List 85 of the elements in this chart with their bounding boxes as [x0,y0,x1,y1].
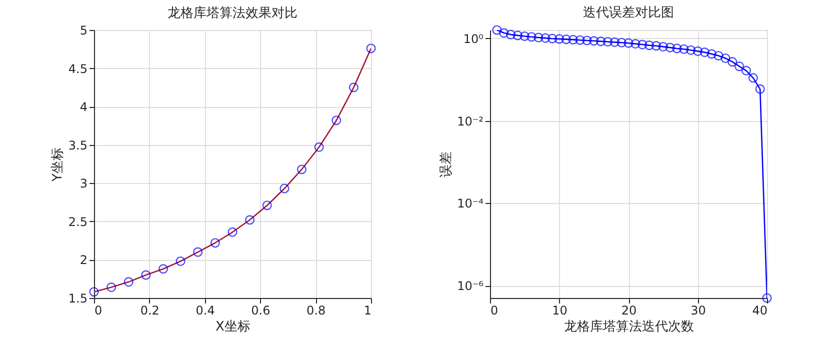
y-tick-label: 4 [80,100,88,114]
y-axis-title: Y坐标 [50,148,66,182]
chart-title: 迭代误差对比图 [583,5,674,20]
y-tick-label: 4.5 [68,62,88,76]
y-tick-label: 1.5 [68,292,88,306]
point [748,73,758,83]
point [366,44,376,54]
point [280,184,290,194]
point [651,41,661,51]
point [624,38,634,48]
y-tick-label: 2.5 [68,214,88,229]
point [644,40,654,50]
point [672,44,682,54]
point [124,277,134,287]
y-axis-title: 误差 [439,152,454,178]
point [755,84,765,94]
point [679,44,689,54]
point [720,53,730,64]
y-tick-label: 2 [80,253,88,268]
y-tick-label: 10⁰ [463,32,484,46]
point [616,38,626,48]
line-series [94,48,371,293]
point [520,31,530,41]
point [332,116,342,126]
x-tick-label: 0.8 [306,304,326,318]
point [106,282,116,292]
chart-title: 龙格库塔算法效果对比 [168,6,298,21]
x-tick-label: 0.2 [140,304,160,318]
y-tick-label: 10⁻² [457,114,484,128]
y-tick-label: 5 [80,24,88,38]
x-tick-label: 30 [690,304,706,318]
point [741,66,752,76]
point [314,142,324,152]
point [245,215,255,225]
point [610,37,620,47]
point [561,34,571,44]
point [506,30,516,40]
point [540,33,550,43]
x-tick-label: 10 [552,304,568,318]
x-axis-title: 龙格库塔算法迭代次数 [564,320,694,334]
point [658,42,668,52]
point [296,164,307,174]
point [706,49,716,59]
x-tick-label: 0.4 [196,304,215,318]
point [348,82,358,92]
point [686,45,696,55]
y-tick-label: 10⁻⁴ [457,196,484,211]
point [589,36,599,46]
point [596,36,606,46]
point [499,28,509,38]
point [602,36,613,47]
x-tick-label: 0 [490,304,498,318]
point [692,46,703,56]
x-tick-label: 1 [364,304,372,318]
point [512,30,522,40]
point [734,62,744,72]
point [548,34,558,44]
point [176,256,186,266]
point [158,264,168,274]
point [262,200,272,210]
point [210,238,220,248]
x-axis-title: X坐标 [216,320,250,334]
point [575,35,585,45]
point [492,25,502,35]
point [638,40,648,50]
point [534,32,544,42]
point [714,50,724,60]
point [526,32,536,42]
point [568,34,578,44]
y-tick-label: 3 [80,176,88,191]
point [630,39,640,49]
point [728,57,738,67]
x-tick-label: 20 [621,304,637,318]
y-tick-label: 10⁻⁶ [457,279,484,294]
point [228,227,238,237]
x-tick-label: 0.6 [251,304,270,318]
point [582,36,592,46]
x-tick-label: 40 [752,304,768,318]
point [554,34,564,44]
point [141,270,151,280]
x-tick-label: 0 [94,304,102,318]
point [193,247,203,257]
point [700,48,710,58]
point [665,42,675,52]
y-tick-label: 3.5 [68,138,88,152]
